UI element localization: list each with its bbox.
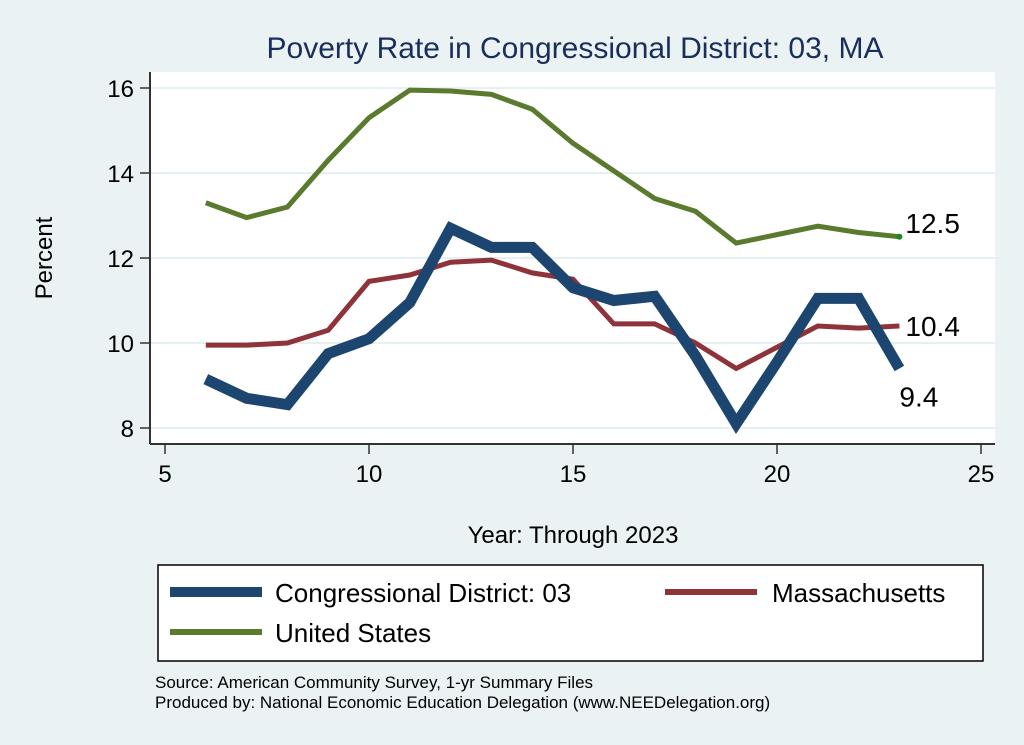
legend-label-united-states: United States <box>275 618 431 648</box>
y-axis-label: Percent <box>31 216 58 299</box>
x-tick-label: 20 <box>764 461 791 488</box>
y-tick-label: 14 <box>107 161 134 188</box>
end-label: 12.5 <box>905 208 960 239</box>
series-district <box>203 221 905 435</box>
x-axis-label: Year: Through 2023 <box>468 522 679 549</box>
legend-label-district: Congressional District: 03 <box>275 578 571 608</box>
legend <box>157 564 984 662</box>
series-united-states <box>204 87 900 246</box>
producer-note: Produced by: National Economic Education… <box>155 693 770 712</box>
x-tick-label: 10 <box>356 461 383 488</box>
x-tick-label: 25 <box>968 461 995 488</box>
legend-label-massachusetts: Massachusetts <box>772 578 945 608</box>
y-tick-label: 8 <box>121 416 134 443</box>
y-tick-label: 10 <box>107 331 134 358</box>
x-tick-label: 5 <box>158 461 171 488</box>
y-tick-label: 12 <box>107 246 134 273</box>
end-label: 10.4 <box>905 311 960 342</box>
chart-title: Poverty Rate in Congressional District: … <box>267 32 884 65</box>
end-label: 9.4 <box>899 382 938 413</box>
source-note: Source: American Community Survey, 1-yr … <box>155 673 593 692</box>
y-tick-label: 16 <box>107 76 134 103</box>
x-tick-label: 15 <box>560 461 587 488</box>
end-marker-united-states <box>896 233 903 240</box>
